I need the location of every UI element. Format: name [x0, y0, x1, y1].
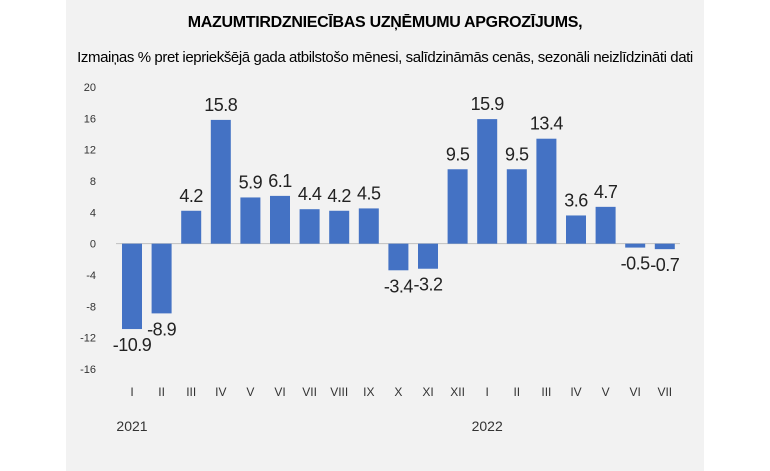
- data-label: -10.9: [113, 335, 152, 355]
- x-tick-label: I: [486, 385, 489, 399]
- x-tick-label: VII: [657, 385, 672, 399]
- data-label: 5.9: [239, 172, 263, 192]
- chart-frame: MAZUMTIRDZNIECĪBAS UZŅĒMUMU APGROZĪJUMS,…: [66, 0, 704, 471]
- x-tick-label: XII: [450, 385, 465, 399]
- x-tick-label: XI: [422, 385, 433, 399]
- bar: [506, 169, 527, 244]
- data-label: 4.7: [594, 182, 618, 202]
- bar: [654, 243, 675, 250]
- y-tick-label: 16: [84, 113, 96, 125]
- y-tick-label: -12: [80, 333, 96, 345]
- y-tick-label: 0: [90, 239, 96, 251]
- x-tick-label: I: [130, 385, 133, 399]
- x-tick-label: VII: [302, 385, 317, 399]
- chart-title: MAZUMTIRDZNIECĪBAS UZŅĒMUMU APGROZĪJUMS,: [188, 12, 583, 31]
- x-tick-label: III: [541, 385, 551, 399]
- data-label: 15.8: [204, 95, 238, 115]
- bar: [388, 243, 409, 271]
- data-label: 9.5: [505, 144, 529, 164]
- x-tick-label: IV: [570, 385, 581, 399]
- x-tick-label: VI: [630, 385, 641, 399]
- x-tick-label: II: [158, 385, 165, 399]
- bar: [566, 215, 586, 244]
- bar: [181, 210, 202, 244]
- x-tick-label: X: [394, 385, 402, 399]
- bars: [122, 119, 675, 330]
- bar: [329, 210, 350, 244]
- data-label: 13.4: [530, 114, 564, 134]
- data-labels: -10.9-8.94.215.85.9 6.14.4 4.2 4.5-3.4 -3.29…: [113, 94, 681, 355]
- x-tick-label: III: [186, 385, 196, 399]
- y-tick-label: -16: [80, 364, 96, 376]
- y-tick-label: 20: [84, 82, 96, 94]
- x-tick-label: II: [513, 385, 520, 399]
- data-label: -8.9: [147, 319, 177, 339]
- bar: [477, 119, 498, 244]
- data-label: -3.2: [413, 275, 443, 295]
- bar: [447, 169, 468, 244]
- bar: [240, 197, 261, 244]
- x-tick-label: IX: [363, 385, 374, 399]
- data-label: 9.5: [446, 144, 470, 164]
- x-tick-label: V: [246, 385, 254, 399]
- bar: [595, 206, 616, 244]
- bar: [536, 138, 557, 244]
- bar: [358, 208, 379, 244]
- bar: [270, 195, 290, 244]
- y-tick-label: 12: [84, 145, 96, 157]
- x-tick-label: V: [602, 385, 610, 399]
- x-tick-label: VIII: [330, 385, 348, 399]
- data-label: -0.7: [650, 255, 680, 275]
- bar: [122, 243, 142, 330]
- bar: [210, 119, 231, 244]
- data-label: -0.5: [621, 254, 651, 274]
- data-label: 15.9: [471, 94, 505, 114]
- y-tick-label: 8: [90, 176, 96, 188]
- data-label: 4.5: [357, 183, 381, 203]
- y-tick-label: -4: [86, 270, 96, 282]
- year-label: 2021: [116, 418, 147, 434]
- x-tick-label: IV: [215, 385, 226, 399]
- x-axis: I II III IV V VI VII VIII IX X XI XII I II III IV V VI VII…: [116, 385, 672, 434]
- data-label: -3.4: [384, 276, 414, 296]
- bar-chart: MAZUMTIRDZNIECĪBAS UZŅĒMUMU APGROZĪJUMS,…: [77, 12, 693, 434]
- bar: [151, 243, 172, 314]
- data-label: 4.4: [298, 184, 322, 204]
- x-tick-label: VI: [274, 385, 285, 399]
- chart-subtitle: Izmaiņas % pret iepriekšējā gada atbilst…: [77, 49, 693, 66]
- bar: [418, 243, 438, 269]
- y-axis: 20 16 12 8 4 0 -4 -8 -12 -16: [80, 82, 96, 376]
- y-tick-label: -8: [86, 301, 96, 313]
- data-label: 4.2: [327, 186, 351, 206]
- bar: [299, 209, 320, 244]
- year-label: 2022: [472, 418, 503, 434]
- y-tick-label: 4: [90, 207, 96, 219]
- data-label: 6.1: [268, 171, 292, 191]
- bar: [625, 243, 646, 248]
- data-label: 4.2: [179, 186, 203, 206]
- data-label: 3.6: [564, 190, 588, 210]
